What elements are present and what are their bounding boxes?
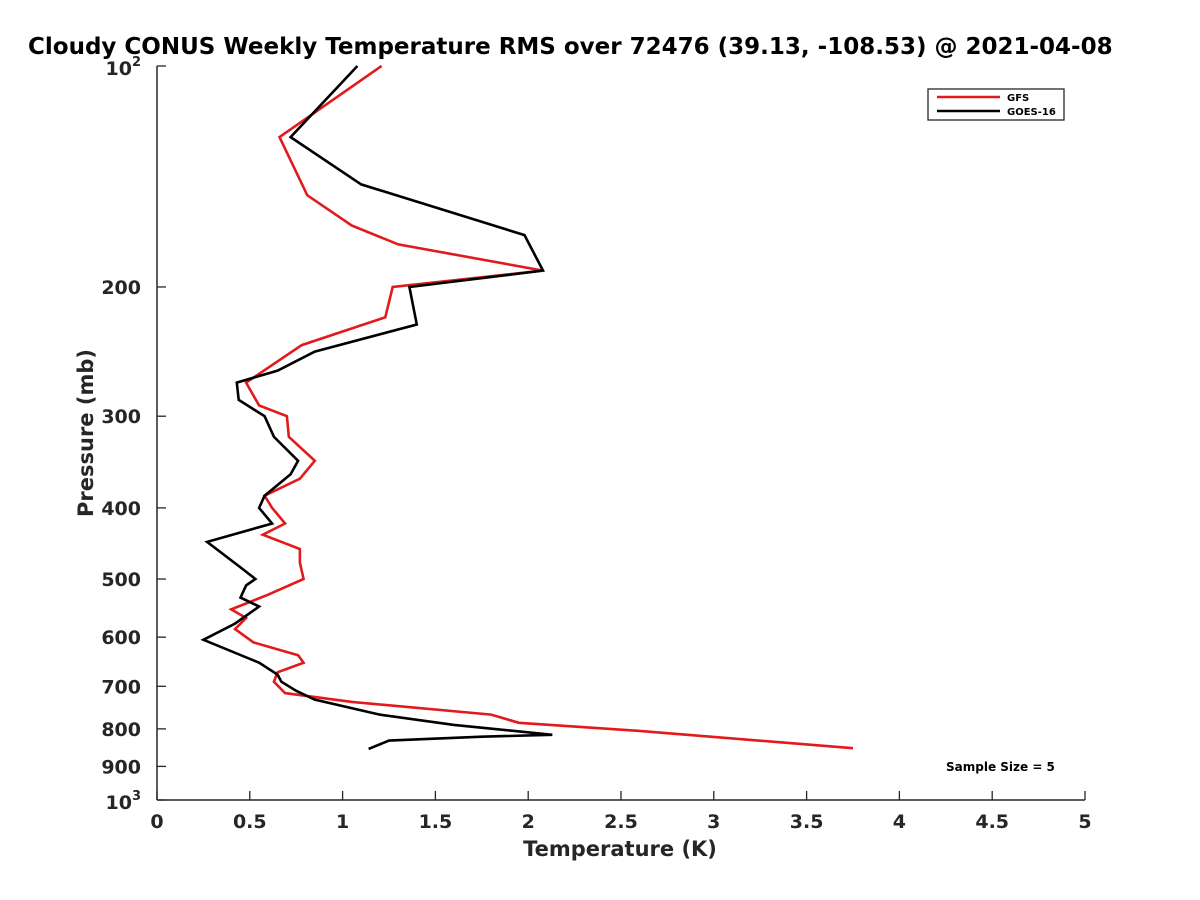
x-tick-label: 0.5 bbox=[233, 811, 267, 833]
x-tick-label: 2.5 bbox=[604, 811, 638, 833]
y-axis-title: Pressure (mb) bbox=[74, 349, 98, 517]
legend-box bbox=[927, 88, 1065, 121]
x-tick-label: 3.5 bbox=[790, 811, 824, 833]
y-tick-label: 400 bbox=[101, 498, 141, 520]
y-tick-label: 900 bbox=[101, 756, 141, 778]
y-tick-label: 300 bbox=[101, 406, 141, 428]
series-layer bbox=[200, 64, 854, 751]
x-tick-label: 4.5 bbox=[975, 811, 1009, 833]
x-tick-label: 1.5 bbox=[419, 811, 453, 833]
legend-label: GOES-16 bbox=[1007, 107, 1056, 118]
x-tick-label: 0 bbox=[150, 811, 163, 833]
chart-title: Cloudy CONUS Weekly Temperature RMS over… bbox=[28, 34, 1113, 60]
x-tick-label: 1 bbox=[336, 811, 349, 833]
x-tick-label: 4 bbox=[893, 811, 906, 833]
y-tick-label: 600 bbox=[101, 627, 141, 649]
series-line-gfs bbox=[228, 64, 854, 750]
x-axis-title: Temperature (K) bbox=[523, 837, 717, 861]
y-tick-label: 200 bbox=[101, 277, 141, 299]
series-line-goes-16 bbox=[200, 65, 553, 751]
x-tick-label: 3 bbox=[707, 811, 720, 833]
y-tick-label: 700 bbox=[101, 676, 141, 698]
legend-label: GFS bbox=[1007, 93, 1029, 104]
y-tick-label: 103 bbox=[106, 789, 142, 814]
legend: GFS GOES-16 bbox=[927, 88, 1065, 121]
sample-size-annotation: Sample Size = 5 bbox=[946, 760, 1055, 774]
y-tick-label: 800 bbox=[101, 719, 141, 741]
plot-axes: 0 0.5 1 1.5 2 2.5 3 3.5 4 4.5 5 102 200 300 400 500 600 7… bbox=[101, 55, 1091, 833]
x-tick-label: 2 bbox=[522, 811, 535, 833]
y-tick-label: 500 bbox=[101, 569, 141, 591]
y-tick-label: 102 bbox=[106, 55, 142, 80]
x-tick-label: 5 bbox=[1078, 811, 1091, 833]
